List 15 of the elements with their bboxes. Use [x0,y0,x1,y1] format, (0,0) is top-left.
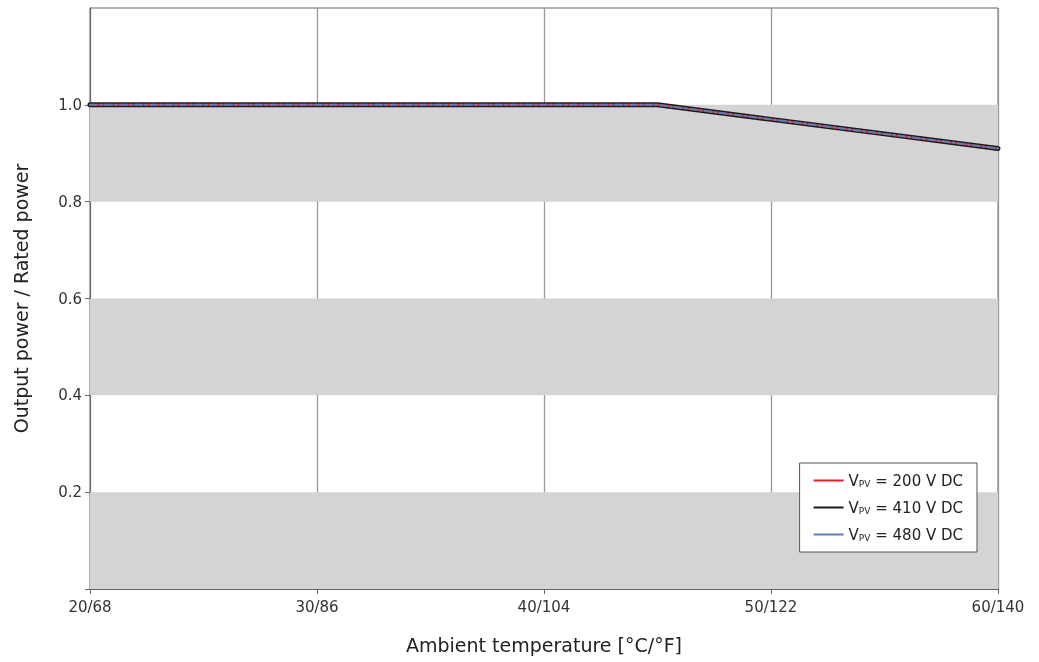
legend-label: VPV = 200 V DC [848,471,964,490]
x-tick-label: 30/86 [295,597,339,616]
y-tick-label: 1.0 [58,95,82,114]
y-tick-label: 0.8 [58,192,82,211]
y-tick-label: 0.2 [58,483,82,502]
x-axis-title: Ambient temperature [°C/°F] [406,633,682,656]
y-tick-label: 0.6 [58,289,82,308]
y-tick-label: 0.4 [58,386,82,405]
legend-label: VPV = 410 V DC [848,498,964,517]
y-axis-title: Output power / Rated power [9,163,32,434]
x-tick-label: 50/122 [744,597,798,616]
x-tick-label: 20/68 [68,597,112,616]
x-tick-label: 40/104 [517,597,571,616]
legend-label: VPV = 480 V DC [848,525,964,544]
x-tick-label: 60/140 [971,597,1025,616]
